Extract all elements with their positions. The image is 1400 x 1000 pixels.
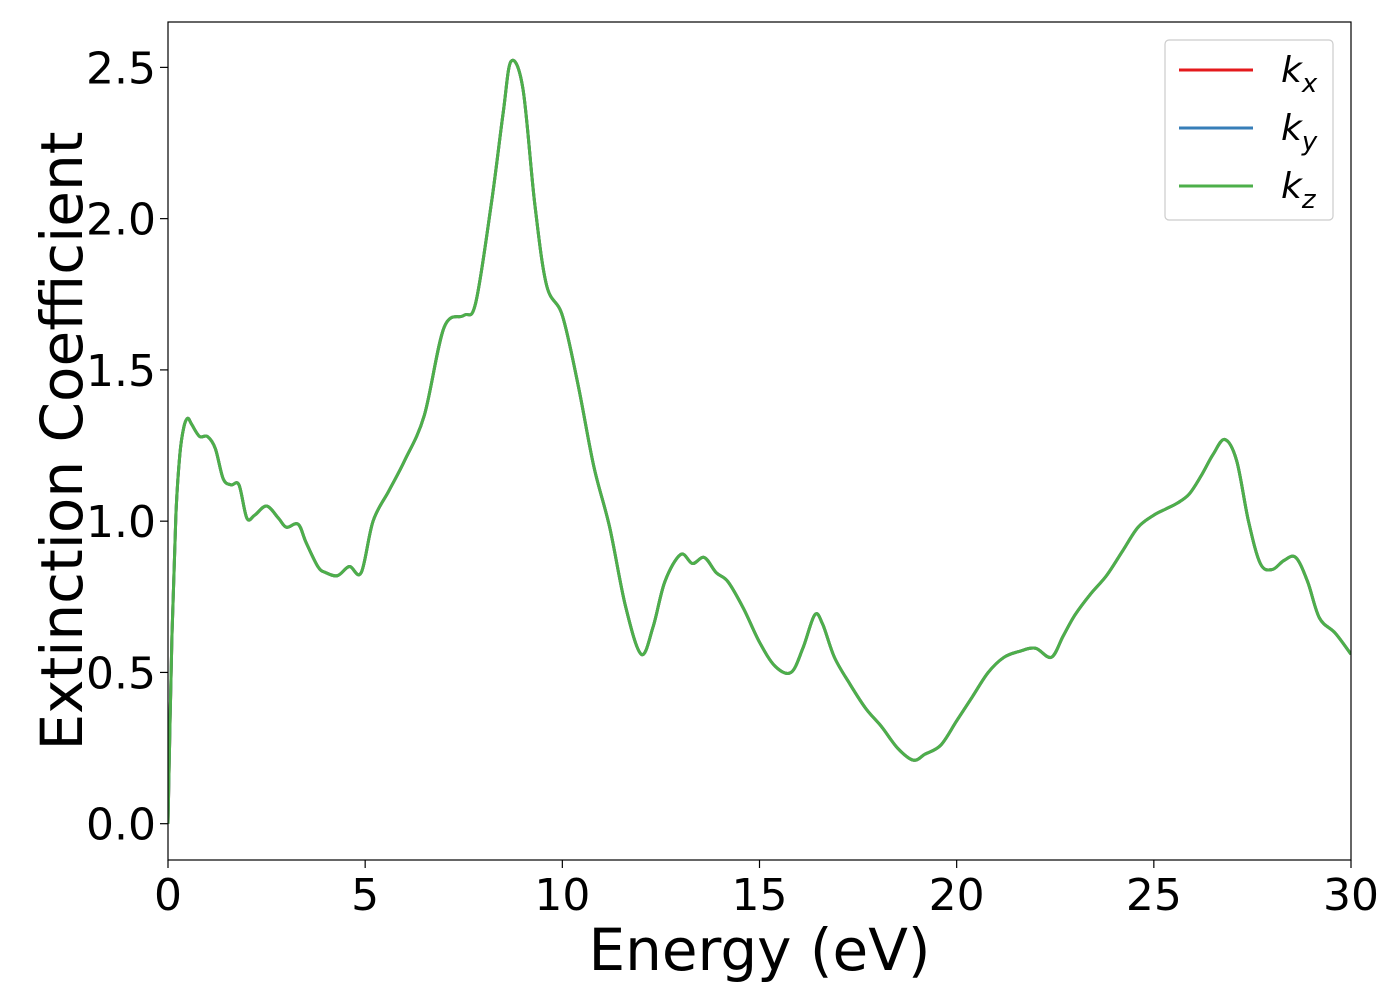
y-axis-ticks: 0.0 0.5 1.0 1.5 2.0 2.5 — [86, 43, 168, 851]
legend-label-ky: ky — [1281, 108, 1318, 157]
y-tick-label: 2.5 — [86, 43, 156, 94]
legend-label-subscript: y — [1301, 127, 1318, 157]
legend-label-base: k — [1281, 50, 1304, 91]
y-axis-label: Extinction Coefficient — [28, 132, 96, 751]
legend-label-subscript: z — [1301, 185, 1317, 215]
legend-label-subscript: x — [1301, 69, 1318, 99]
x-tick-label: 0 — [154, 870, 182, 921]
x-tick-label: 25 — [1126, 870, 1182, 921]
legend-label-base: k — [1281, 108, 1304, 149]
x-tick-label: 5 — [351, 870, 379, 921]
legend-box — [1164, 39, 1334, 221]
legend-label-base: k — [1281, 166, 1304, 207]
series-layer — [168, 58, 1351, 824]
x-axis-label: Energy (eV) — [588, 916, 930, 984]
series-line-kz — [168, 58, 1351, 824]
x-tick-label: 15 — [732, 870, 788, 921]
legend-label-kz: kz — [1281, 166, 1317, 215]
y-tick-label: 0.0 — [86, 800, 156, 851]
x-axis-ticks: 0 5 10 15 20 25 30 — [154, 860, 1379, 921]
x-tick-label: 20 — [929, 870, 985, 921]
x-tick-label: 10 — [534, 870, 590, 921]
y-tick-label: 1.5 — [86, 346, 156, 397]
y-tick-label: 0.5 — [86, 648, 156, 699]
legend-label-kx: kx — [1281, 50, 1318, 99]
x-tick-label: 30 — [1323, 870, 1379, 921]
y-tick-label: 2.0 — [86, 195, 156, 246]
y-tick-label: 1.0 — [86, 497, 156, 548]
